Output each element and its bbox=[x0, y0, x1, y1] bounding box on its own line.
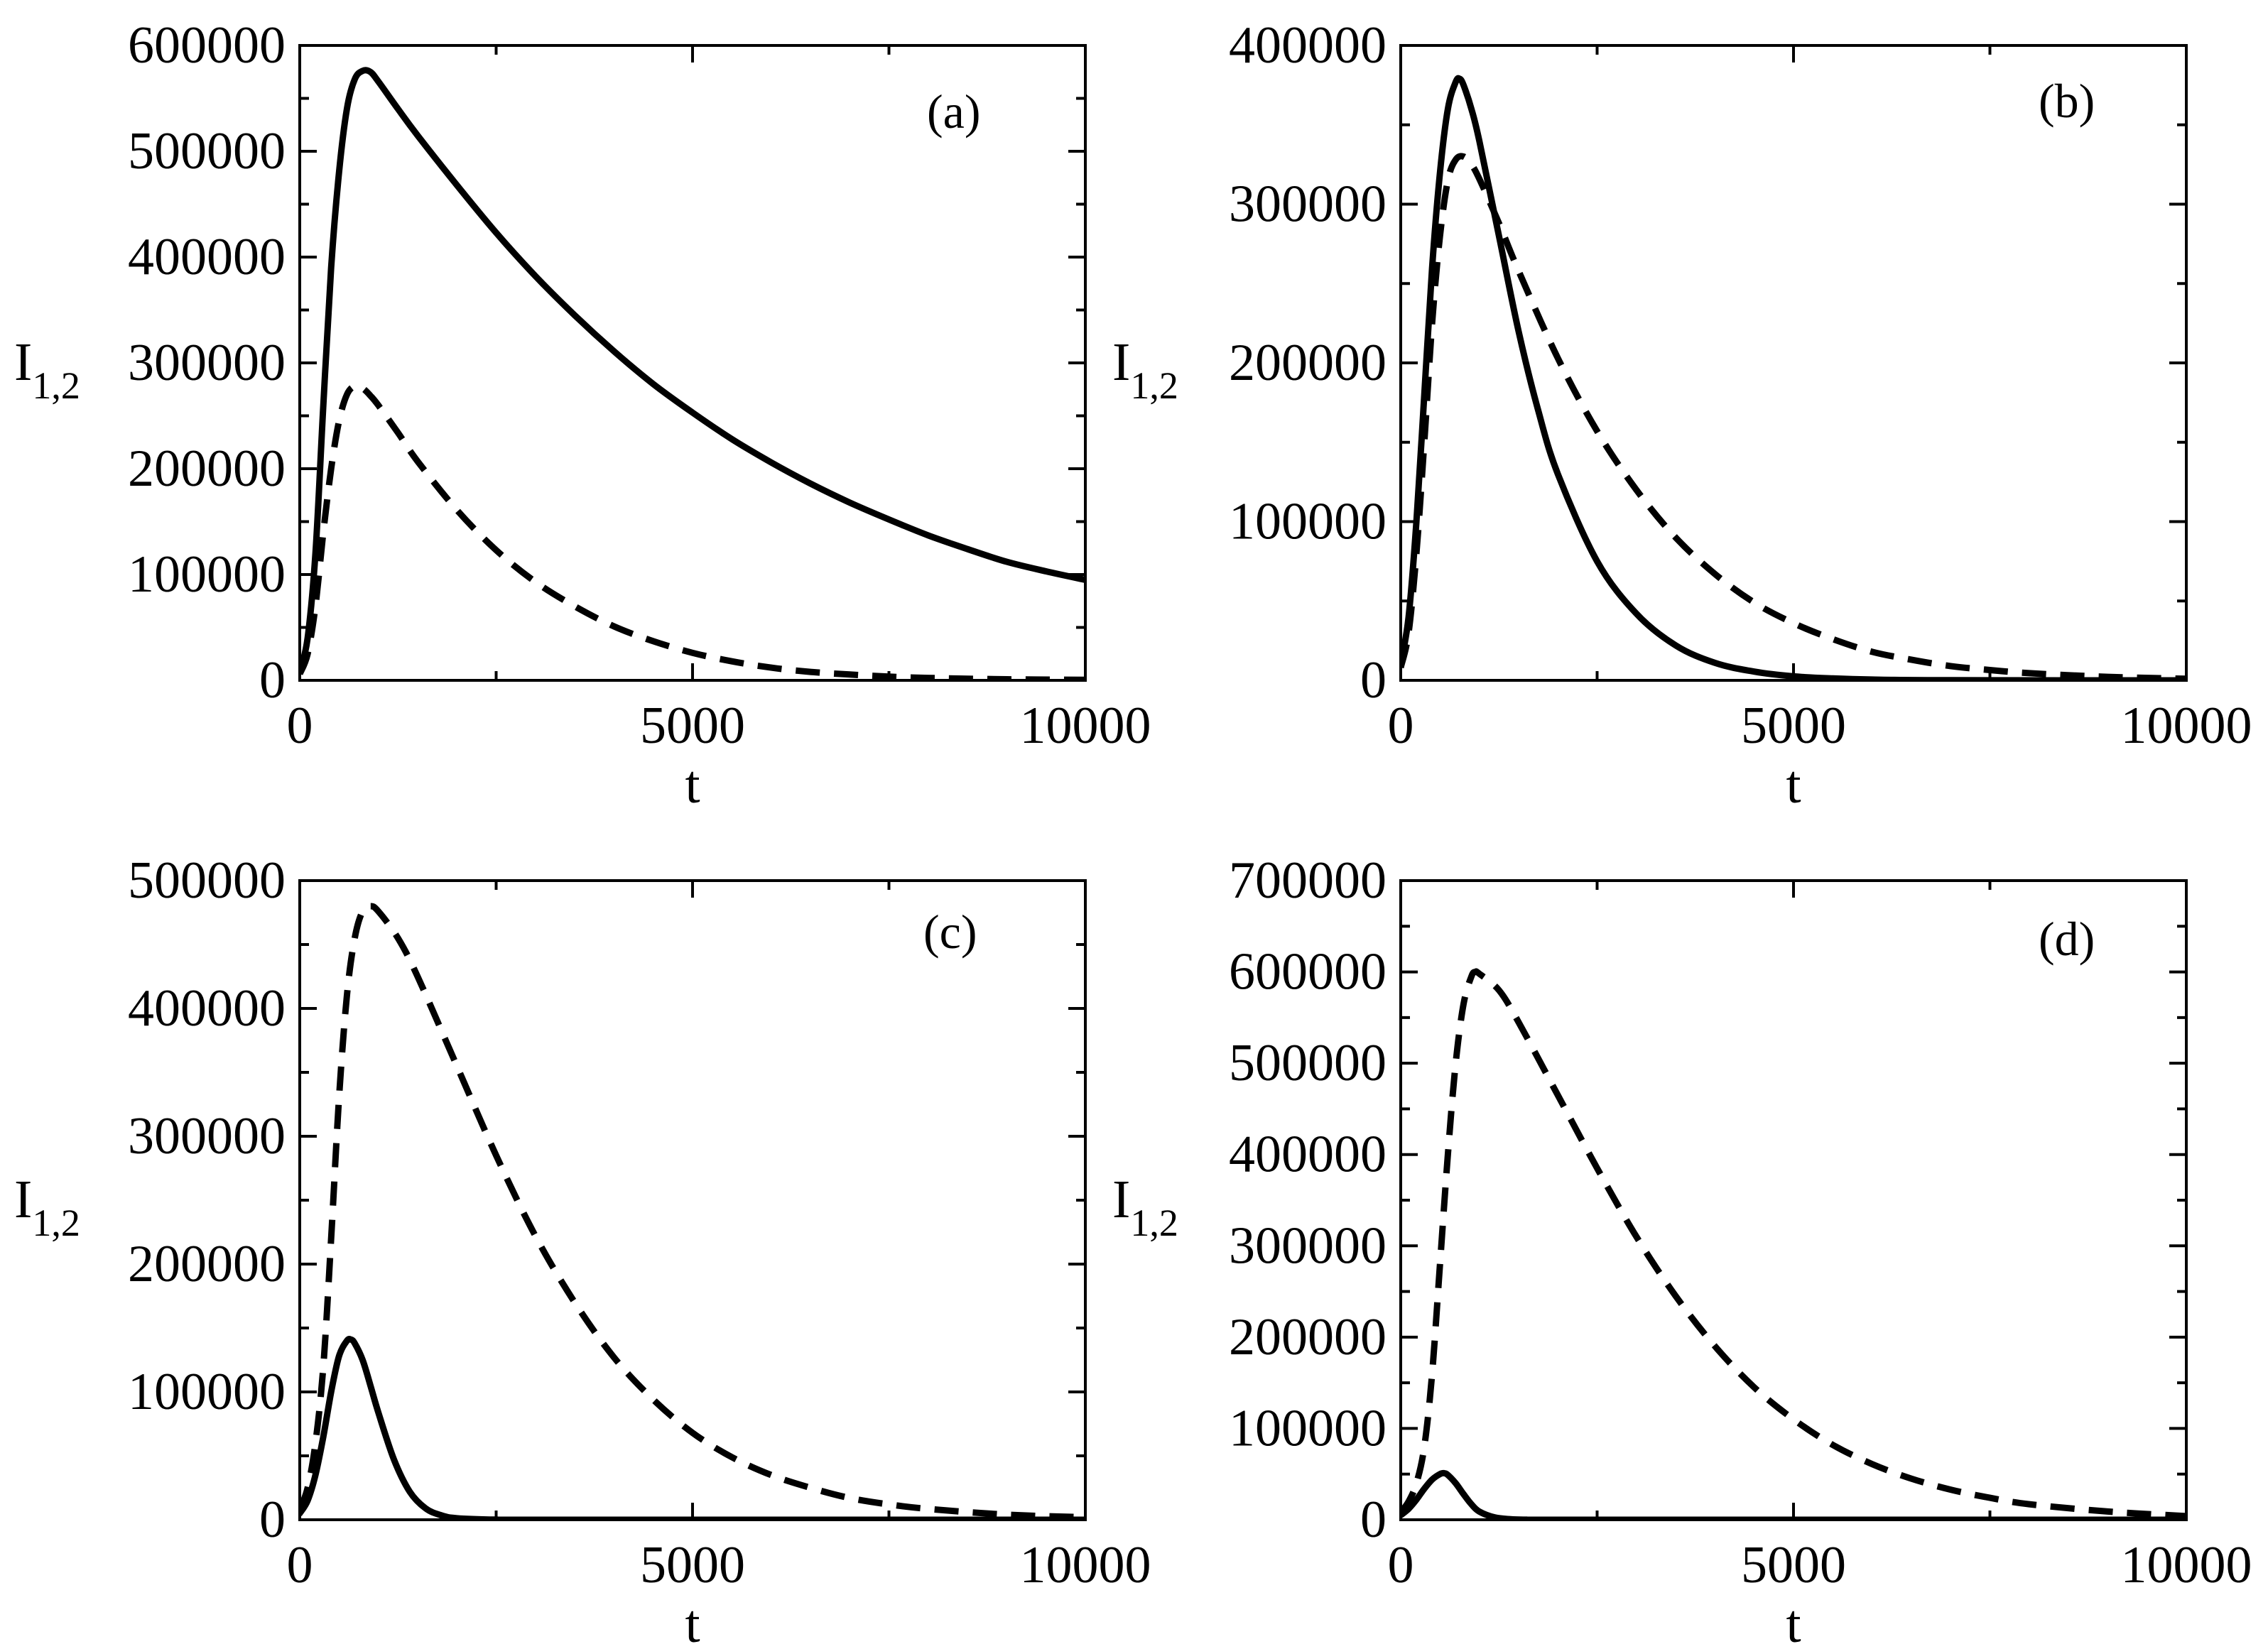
x-tick-label: 5000 bbox=[640, 697, 745, 755]
plot-frame bbox=[1399, 879, 2188, 1521]
series-line-i2 bbox=[300, 382, 1085, 680]
panel-label: (a) bbox=[927, 85, 980, 138]
x-tick-label: 0 bbox=[287, 697, 313, 755]
y-tick-label: 400000 bbox=[1229, 1126, 1387, 1184]
panel-label: (c) bbox=[923, 905, 977, 959]
panel-label: (d) bbox=[2039, 912, 2095, 966]
y-tick-label: 500000 bbox=[1229, 1034, 1387, 1092]
series-line-i2 bbox=[300, 903, 1085, 1520]
y-tick-label: 300000 bbox=[128, 1107, 286, 1165]
y-axis-label-main: I bbox=[14, 1170, 32, 1229]
series-line-i2 bbox=[1401, 153, 2186, 680]
x-axis-label: t bbox=[1786, 1594, 1801, 1649]
series-line-i1 bbox=[300, 1335, 1085, 1520]
y-axis-label: I1,2 bbox=[14, 1170, 80, 1244]
series-line-i1 bbox=[300, 67, 1085, 675]
chart-panel-c: 0 5000 10000010000020000030000040000050000… bbox=[14, 851, 1151, 1649]
x-tick-label: 5000 bbox=[640, 1536, 745, 1594]
x-tick-label: 5000 bbox=[1741, 697, 1846, 755]
x-tick-label: 10000 bbox=[1020, 697, 1151, 755]
series-line-i1 bbox=[1401, 1469, 2186, 1520]
chart-panel-a: 0 5000 10000010000020000030000040000050000… bbox=[14, 16, 1151, 815]
y-tick-label: 200000 bbox=[128, 440, 286, 498]
y-tick-label: 400000 bbox=[1229, 16, 1387, 75]
series-line-i2 bbox=[1401, 968, 2186, 1520]
x-tick-label: 10000 bbox=[2121, 697, 2252, 755]
y-axis-label: I1,2 bbox=[14, 332, 80, 407]
chart-panel-d: 0 5000 10000010000020000030000040000050000… bbox=[1112, 851, 2252, 1649]
y-tick-label: 100000 bbox=[128, 1363, 286, 1421]
y-tick-label: 300000 bbox=[1229, 175, 1387, 234]
y-tick-label: 200000 bbox=[128, 1235, 286, 1293]
y-tick-label: 0 bbox=[259, 651, 286, 709]
y-tick-label: 400000 bbox=[128, 979, 286, 1038]
y-axis-label-subscript: 1,2 bbox=[32, 1202, 80, 1244]
y-tick-label: 600000 bbox=[128, 16, 286, 75]
y-tick-label: 700000 bbox=[1229, 851, 1387, 910]
y-axis-label: I1,2 bbox=[1112, 1170, 1178, 1244]
panel-label: (b) bbox=[2039, 74, 2095, 128]
y-axis-label: I1,2 bbox=[1112, 332, 1178, 407]
y-tick-label: 300000 bbox=[128, 334, 286, 392]
y-tick-label: 400000 bbox=[128, 228, 286, 286]
y-tick-label: 200000 bbox=[1229, 1308, 1387, 1366]
series-line-i1 bbox=[1401, 75, 2186, 680]
y-tick-label: 200000 bbox=[1229, 334, 1387, 392]
x-axis-label: t bbox=[1786, 755, 1801, 815]
x-tick-label: 10000 bbox=[2121, 1536, 2252, 1594]
plot-frame bbox=[1399, 44, 2188, 682]
y-tick-label: 0 bbox=[1360, 651, 1387, 709]
x-tick-label: 5000 bbox=[1741, 1536, 1846, 1594]
plot-frame bbox=[298, 44, 1087, 682]
x-axis-label: t bbox=[685, 755, 700, 815]
y-axis-label-main: I bbox=[1112, 1170, 1130, 1229]
x-tick-label: 0 bbox=[1388, 697, 1414, 755]
y-tick-label: 100000 bbox=[1229, 1399, 1387, 1457]
y-tick-label: 500000 bbox=[128, 851, 286, 910]
y-tick-label: 100000 bbox=[1229, 493, 1387, 551]
x-axis-label: t bbox=[685, 1594, 700, 1649]
chart-panel-b: 0 5000 100000100000200000300000400000tI1,2… bbox=[1112, 16, 2252, 815]
y-tick-label: 0 bbox=[259, 1491, 286, 1549]
y-tick-label: 100000 bbox=[128, 545, 286, 604]
x-tick-label: 0 bbox=[1388, 1536, 1414, 1594]
y-axis-label-subscript: 1,2 bbox=[1130, 364, 1178, 407]
y-tick-label: 500000 bbox=[128, 122, 286, 180]
y-axis-label-subscript: 1,2 bbox=[1130, 1202, 1178, 1244]
y-tick-label: 300000 bbox=[1229, 1217, 1387, 1275]
x-tick-label: 0 bbox=[287, 1536, 313, 1594]
y-tick-label: 600000 bbox=[1229, 943, 1387, 1001]
y-tick-label: 0 bbox=[1360, 1491, 1387, 1549]
x-tick-label: 10000 bbox=[1020, 1536, 1151, 1594]
y-axis-label-main: I bbox=[14, 332, 32, 392]
y-axis-label-main: I bbox=[1112, 332, 1130, 392]
y-axis-label-subscript: 1,2 bbox=[32, 364, 80, 407]
